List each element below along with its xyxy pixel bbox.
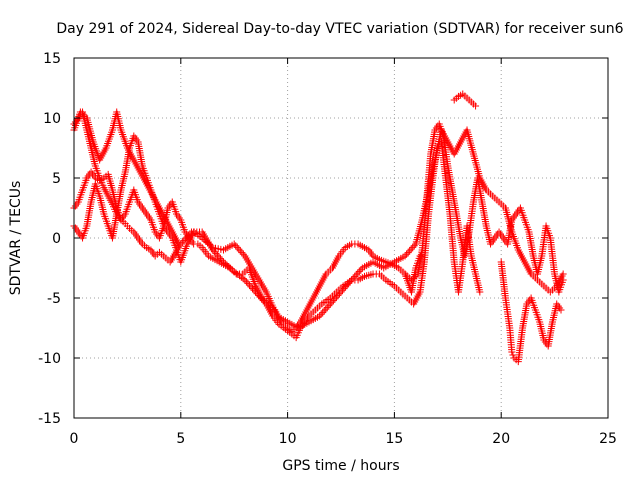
- data-point-track-c: [403, 250, 411, 258]
- data-point-track-c: [204, 239, 211, 247]
- data-point-track-c: [236, 247, 244, 255]
- data-point-track-c: [410, 242, 418, 250]
- data-point-track-c: [331, 295, 339, 303]
- data-point-track-c: [323, 303, 331, 311]
- data-point-track-a: [242, 278, 250, 286]
- data-point-track-a: [210, 248, 218, 256]
- data-point-track-c: [316, 312, 324, 320]
- data-point-track-c: [343, 281, 351, 289]
- data-point-track-c: [339, 286, 347, 294]
- data-point-track-c: [320, 307, 328, 315]
- data-point-track-c: [335, 290, 343, 298]
- data-point-track-c: [332, 293, 340, 301]
- data-point-track-c: [198, 234, 206, 242]
- data-point-track-d: [175, 240, 183, 248]
- gridlines: [74, 58, 608, 418]
- data-point-track-c: [230, 240, 238, 248]
- y-tick-label: 10: [43, 111, 61, 127]
- data-point-track-c: [235, 245, 243, 253]
- data-point-track-c: [322, 305, 330, 313]
- data-point-track-c: [202, 237, 210, 245]
- data-point-track-c: [352, 271, 360, 279]
- data-point-track-c: [348, 276, 356, 284]
- data-point-track-c: [351, 273, 359, 281]
- x-tick-label: 0: [70, 431, 79, 447]
- data-point-track-c: [349, 274, 357, 282]
- data-point-track-a: [241, 276, 249, 284]
- data-point-track-c: [325, 302, 333, 310]
- data-point-track-c: [342, 283, 350, 291]
- x-tick-label: 20: [492, 431, 510, 447]
- data-point-track-c: [238, 249, 246, 257]
- y-tick-label: -15: [38, 411, 61, 427]
- data-point-track-c: [357, 266, 365, 274]
- data-point-track-d: [508, 348, 516, 356]
- data-point-track-c: [328, 298, 336, 306]
- data-point-track-d: [557, 306, 565, 314]
- data-point-track-c: [406, 247, 414, 255]
- x-tick-label: 25: [599, 431, 617, 447]
- y-tick-label: 15: [43, 51, 61, 67]
- data-point-track-c: [205, 240, 213, 248]
- data-point-track-c: [329, 297, 337, 305]
- data-point-track-c: [200, 236, 208, 244]
- chart-title: Day 291 of 2024, Sidereal Day-to-day VTE…: [56, 21, 623, 37]
- y-axis-label: SDTVAR / TECUs: [8, 181, 24, 296]
- tick-labels: 0 5 10 15 20 25 -15 -10 -5 0 5 10 15: [38, 51, 617, 447]
- y-tick-label: -5: [47, 291, 61, 307]
- data-point-track-d: [416, 252, 424, 260]
- data-point-track-a: [244, 279, 252, 287]
- data-point-track-a: [476, 288, 484, 296]
- x-axis-label: GPS time / hours: [282, 458, 399, 474]
- data-points: [70, 90, 567, 366]
- data-point-track-c: [559, 270, 567, 278]
- data-point-track-c: [239, 250, 247, 258]
- data-point-track-d: [509, 351, 517, 359]
- data-point-track-c: [232, 242, 240, 250]
- data-point-track-c: [317, 310, 325, 318]
- data-point-track-c: [345, 279, 353, 287]
- data-point-track-c: [207, 242, 215, 250]
- data-point-track-c: [404, 249, 412, 257]
- data-point-track-c: [233, 243, 241, 251]
- data-point-track-a: [245, 281, 253, 289]
- data-point-track-c: [409, 243, 417, 251]
- data-point-track-c: [319, 309, 327, 317]
- data-point-track-c: [354, 269, 362, 277]
- y-tick-label: 0: [52, 231, 61, 247]
- data-point-track-c: [334, 291, 342, 299]
- x-tick-label: 15: [385, 431, 403, 447]
- data-point-track-c: [326, 300, 334, 308]
- y-tick-label: -10: [38, 351, 61, 367]
- data-point-track-d: [472, 102, 480, 110]
- data-point-track-c: [407, 245, 415, 253]
- data-point-track-c: [401, 252, 409, 260]
- data-point-track-c: [340, 285, 348, 293]
- data-point-track-a: [237, 273, 245, 281]
- x-tick-label: 10: [279, 431, 297, 447]
- x-tick-label: 5: [176, 431, 185, 447]
- data-point-track-c: [337, 288, 345, 296]
- data-point-track-c: [355, 267, 363, 275]
- data-point-track-a: [247, 283, 255, 291]
- data-point-track-a: [180, 237, 188, 245]
- y-tick-label: 5: [52, 171, 61, 187]
- data-point-track-c: [346, 278, 354, 286]
- axis-ticks: [73, 57, 609, 419]
